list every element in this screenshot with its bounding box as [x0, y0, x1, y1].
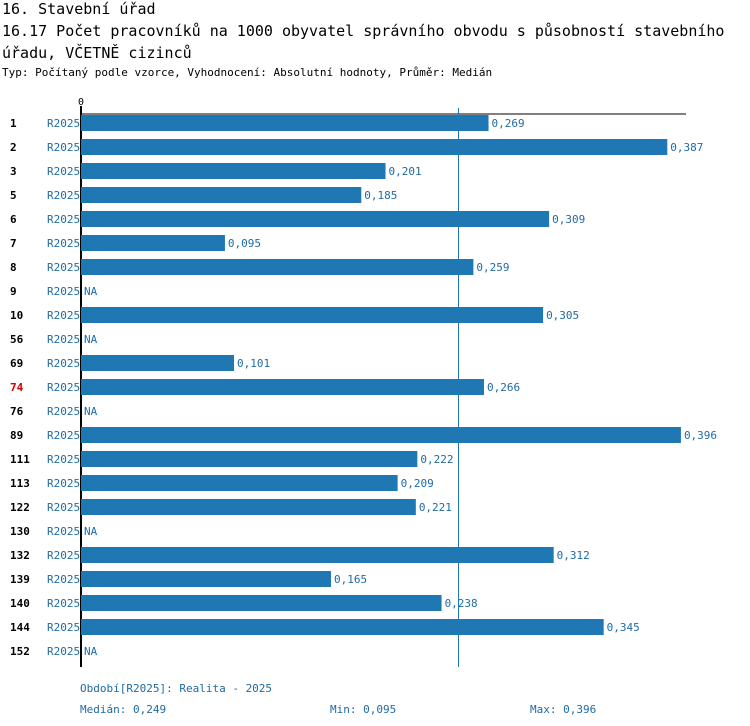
series-label: R2025: [47, 381, 80, 394]
series-label: R2025: [47, 285, 80, 298]
category-label: 76: [10, 405, 24, 418]
bar: [81, 595, 442, 611]
data-label: 0,266: [487, 381, 520, 394]
data-label: 0,165: [334, 573, 367, 586]
category-label: 122: [10, 501, 30, 514]
na-label: NA: [84, 405, 98, 418]
series-label: R2025: [47, 525, 80, 538]
series-label: R2025: [47, 141, 80, 154]
bar: [81, 427, 681, 443]
series-label: R2025: [47, 309, 80, 322]
category-label: 152: [10, 645, 30, 658]
bar: [81, 307, 544, 323]
bar: [81, 259, 474, 275]
series-label: R2025: [47, 357, 80, 370]
footer-max: Max: 0,396: [530, 703, 597, 716]
series-label: R2025: [47, 213, 80, 226]
bar: [81, 451, 418, 467]
data-label: 0,312: [557, 549, 590, 562]
data-label: 0,101: [237, 357, 270, 370]
category-label: 3: [10, 165, 17, 178]
na-label: NA: [84, 333, 98, 346]
series-label: R2025: [47, 429, 80, 442]
bar: [81, 499, 416, 515]
category-label: 6: [10, 213, 17, 226]
category-label: 8: [10, 261, 17, 274]
category-label: 2: [10, 141, 17, 154]
category-label: 113: [10, 477, 30, 490]
series-label: R2025: [47, 117, 80, 130]
bar: [81, 475, 398, 491]
series-label: R2025: [47, 621, 80, 634]
series-label: R2025: [47, 573, 80, 586]
footer-period: Období[R2025]: Realita - 2025: [80, 682, 273, 695]
data-label: 0,259: [476, 261, 509, 274]
series-label: R2025: [47, 333, 80, 346]
series-label: R2025: [47, 453, 80, 466]
series-label: R2025: [47, 165, 80, 178]
series-label: R2025: [47, 477, 80, 490]
series-label: R2025: [47, 549, 80, 562]
category-label: 9: [10, 285, 17, 298]
series-label: R2025: [47, 237, 80, 250]
category-label: 111: [10, 453, 30, 466]
data-label: 0,185: [364, 189, 397, 202]
bar: [81, 115, 489, 131]
bar: [81, 235, 225, 251]
data-label: 0,305: [546, 309, 579, 322]
category-label: 10: [10, 309, 23, 322]
data-label: 0,221: [419, 501, 452, 514]
axis-zero-label: 0: [78, 97, 84, 108]
data-label: 0,201: [389, 165, 422, 178]
data-label: 0,095: [228, 237, 261, 250]
data-label: 0,238: [445, 597, 478, 610]
category-label: 144: [10, 621, 30, 634]
bar: [81, 211, 550, 227]
category-label: 7: [10, 237, 17, 250]
bar: [81, 139, 668, 155]
category-label: 132: [10, 549, 30, 562]
data-label: 0,396: [684, 429, 717, 442]
data-label: 0,345: [607, 621, 640, 634]
category-label: 56: [10, 333, 24, 346]
series-label: R2025: [47, 501, 80, 514]
footer-min: Min: 0,095: [330, 703, 397, 716]
data-label: 0,309: [552, 213, 585, 226]
chart-title: 16.17 Počet pracovníků na 1000 obyvatel …: [2, 22, 725, 62]
data-label: 0,269: [492, 117, 525, 130]
bar: [81, 571, 331, 587]
na-label: NA: [84, 525, 98, 538]
category-label: 89: [10, 429, 23, 442]
data-label: 0,387: [670, 141, 703, 154]
na-label: NA: [84, 645, 98, 658]
data-label: 0,222: [420, 453, 453, 466]
bar: [81, 187, 362, 203]
category-label: 74: [10, 381, 24, 394]
bar: [81, 547, 554, 563]
series-label: R2025: [47, 261, 80, 274]
bar: [81, 355, 235, 371]
chart-subtitle: Typ: Počítaný podle vzorce, Vyhodnocení:…: [2, 66, 493, 79]
series-label: R2025: [47, 597, 80, 610]
category-label: 140: [10, 597, 30, 610]
series-label: R2025: [47, 405, 80, 418]
category-label: 69: [10, 357, 23, 370]
series-label: R2025: [47, 645, 80, 658]
category-label: 139: [10, 573, 30, 586]
category-label: 1: [10, 117, 17, 130]
bar: [81, 379, 484, 395]
category-label: 5: [10, 189, 17, 202]
section-title: 16. Stavební úřad: [2, 0, 156, 18]
na-label: NA: [84, 285, 98, 298]
category-label: 130: [10, 525, 30, 538]
data-label: 0,209: [401, 477, 434, 490]
bar: [81, 163, 386, 179]
footer-median: Medián: 0,249: [80, 703, 167, 716]
bar: [81, 619, 604, 635]
series-label: R2025: [47, 189, 80, 202]
